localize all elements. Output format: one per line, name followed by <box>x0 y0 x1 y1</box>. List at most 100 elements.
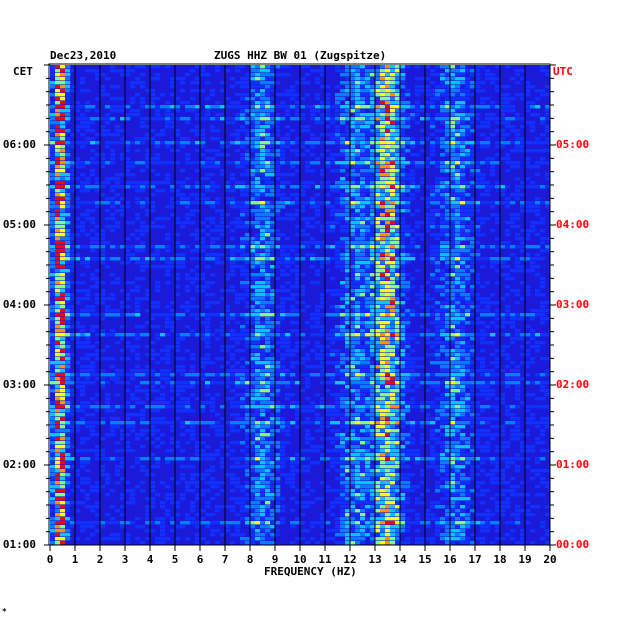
spectrogram-cell <box>120 69 126 73</box>
spectrogram-cell <box>355 257 361 261</box>
spectrogram-cell <box>385 309 391 313</box>
spectrogram-cell <box>495 89 501 93</box>
spectrogram-cell <box>340 369 346 373</box>
spectrogram-cell <box>500 157 506 161</box>
spectrogram-cell <box>255 389 261 393</box>
spectrogram-cell <box>155 353 161 357</box>
spectrogram-cell <box>95 177 101 181</box>
spectrogram-cell <box>340 241 346 245</box>
spectrogram-cell <box>60 233 66 237</box>
spectrogram-cell <box>380 125 386 129</box>
spectrogram-cell <box>465 229 471 233</box>
spectrogram-cell <box>305 141 311 145</box>
spectrogram-cell <box>360 165 366 169</box>
spectrogram-cell <box>50 373 56 377</box>
spectrogram-cell <box>60 125 66 129</box>
spectrogram-cell <box>185 325 191 329</box>
spectrogram-cell <box>355 173 361 177</box>
spectrogram-cell <box>360 225 366 229</box>
spectrogram-cell <box>480 161 486 165</box>
spectrogram-cell <box>230 285 236 289</box>
spectrogram-cell <box>230 333 236 337</box>
spectrogram-cell <box>190 249 196 253</box>
spectrogram-cell <box>250 149 256 153</box>
spectrogram-cell <box>405 389 411 393</box>
spectrogram-cell <box>435 181 441 185</box>
spectrogram-cell <box>285 373 291 377</box>
spectrogram-cell <box>255 101 261 105</box>
spectrogram-cell <box>220 357 226 361</box>
spectrogram-cell <box>60 169 66 173</box>
spectrogram-cell <box>265 345 271 349</box>
spectrogram-cell <box>485 381 491 385</box>
spectrogram-cell <box>260 273 266 277</box>
spectrogram-cell <box>390 265 396 269</box>
spectrogram-cell <box>335 105 341 109</box>
spectrogram-cell <box>415 209 421 213</box>
spectrogram-cell <box>380 205 386 209</box>
spectrogram-cell <box>350 93 356 97</box>
spectrogram-cell <box>480 321 486 325</box>
spectrogram-cell <box>465 225 471 229</box>
spectrogram-cell <box>215 153 221 157</box>
spectrogram-cell <box>90 237 96 241</box>
spectrogram-cell <box>240 373 246 377</box>
spectrogram-cell <box>425 333 431 337</box>
spectrogram-cell <box>460 69 466 73</box>
spectrogram-cell <box>260 117 266 121</box>
spectrogram-cell <box>445 253 451 257</box>
spectrogram-cell <box>235 349 241 353</box>
spectrogram-cell <box>375 193 381 197</box>
spectrogram-cell <box>315 341 321 345</box>
spectrogram-cell <box>475 105 481 109</box>
spectrogram-cell <box>320 121 326 125</box>
spectrogram-cell <box>225 213 231 217</box>
spectrogram-cell <box>335 181 341 185</box>
spectrogram-cell <box>495 141 501 145</box>
spectrogram-cell <box>285 313 291 317</box>
spectrogram-cell <box>340 253 346 257</box>
spectrogram-cell <box>135 245 141 249</box>
spectrogram-cell <box>280 93 286 97</box>
spectrogram-cell <box>255 281 261 285</box>
spectrogram-cell <box>95 301 101 305</box>
spectrogram-cell <box>415 141 421 145</box>
spectrogram-cell <box>405 273 411 277</box>
spectrogram-cell <box>475 333 481 337</box>
spectrogram-cell <box>480 297 486 301</box>
spectrogram-cell <box>460 341 466 345</box>
spectrogram-cell <box>350 321 356 325</box>
spectrogram-cell <box>60 101 66 105</box>
spectrogram-cell <box>155 173 161 177</box>
spectrogram-cell <box>345 297 351 301</box>
spectrogram-cell <box>260 145 266 149</box>
spectrogram-cell <box>250 77 256 81</box>
spectrogram-cell <box>485 305 491 309</box>
spectrogram-cell <box>120 185 126 189</box>
spectrogram-cell <box>175 277 181 281</box>
spectrogram-cell <box>65 217 71 221</box>
spectrogram-cell <box>205 245 211 249</box>
spectrogram-cell <box>265 325 271 329</box>
spectrogram-cell <box>60 229 66 233</box>
spectrogram-cell <box>350 297 356 301</box>
spectrogram-cell <box>95 277 101 281</box>
spectrogram-cell <box>55 293 61 297</box>
spectrogram-cell <box>265 265 271 269</box>
spectrogram-cell <box>515 381 521 385</box>
spectrogram-cell <box>75 321 81 325</box>
spectrogram-cell <box>290 249 296 253</box>
spectrogram-cell <box>405 253 411 257</box>
spectrogram-cell <box>360 229 366 233</box>
spectrogram-cell <box>260 149 266 153</box>
spectrogram-cell <box>400 385 406 389</box>
spectrogram-cell <box>375 145 381 149</box>
spectrogram-cell <box>530 185 536 189</box>
spectrogram-cell <box>85 309 91 313</box>
spectrogram-cell <box>140 241 146 245</box>
spectrogram-cell <box>545 185 551 189</box>
spectrogram-cell <box>415 341 421 345</box>
spectrogram-cell <box>335 365 341 369</box>
spectrogram-cell <box>265 77 271 81</box>
spectrogram-cell <box>135 333 141 337</box>
